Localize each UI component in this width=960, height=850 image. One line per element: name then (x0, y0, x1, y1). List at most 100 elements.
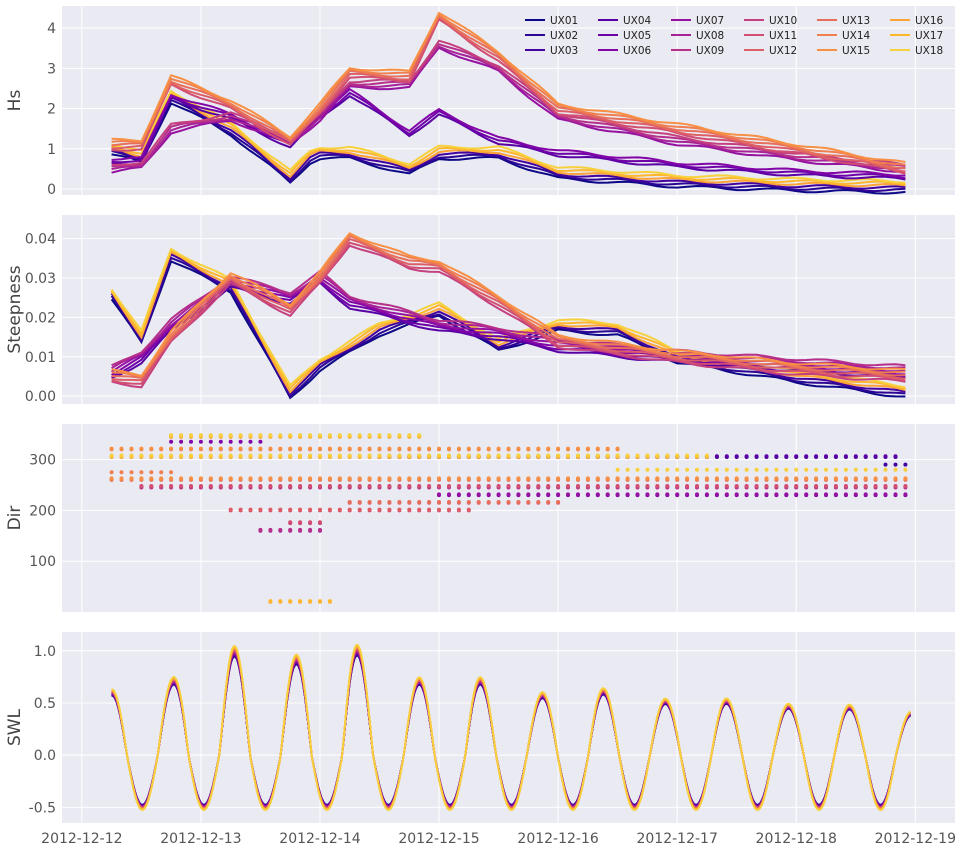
series-line-ux03 (110, 252, 906, 397)
dir-point-ux15 (744, 476, 749, 481)
legend-label-ux11: UX11 (769, 30, 797, 42)
dir-point-ux18 (476, 453, 481, 458)
dir-point-ux13 (496, 500, 501, 504)
dir-point-ux15 (506, 476, 511, 481)
dir-point-ux18 (466, 453, 471, 458)
dir-point-ux18 (744, 467, 749, 472)
dir-point-ux18 (526, 453, 531, 458)
plot-area-dir (62, 424, 955, 612)
dir-point-ux07 (536, 492, 541, 497)
dir-point-ux18 (645, 453, 650, 458)
dir-point-ux12 (298, 507, 303, 512)
y-axis-label: Dir (5, 506, 25, 531)
dir-point-ux18 (764, 467, 769, 472)
dir-point-ux15 (655, 476, 660, 481)
dir-point-ux18 (536, 453, 541, 458)
dir-point-ux11 (407, 484, 412, 488)
dir-point-ux18 (833, 467, 838, 472)
dir-point-ux11 (169, 484, 174, 488)
dir-point-ux13 (486, 500, 491, 504)
dir-point-ux18 (685, 453, 690, 458)
dir-point-ux07 (526, 492, 531, 497)
dir-point-ux15 (526, 446, 531, 451)
dir-point-ux18 (189, 453, 193, 458)
dir-point-ux07 (466, 492, 471, 497)
dir-point-ux12 (327, 507, 332, 512)
dir-point-ux15 (218, 446, 223, 451)
dir-point-ux18 (447, 453, 451, 458)
dir-point-ux15 (427, 476, 432, 481)
dir-point-ux11 (516, 484, 521, 488)
dir-point-ux09 (308, 527, 313, 532)
dir-point-ux15 (377, 476, 382, 481)
dir-point-ux18 (695, 453, 699, 458)
dir-point-ux15 (516, 476, 521, 481)
dir-point-ux18 (268, 433, 273, 438)
dir-point-ux07 (754, 492, 759, 497)
dir-point-ux15 (159, 446, 164, 451)
dir-point-ux11 (824, 484, 828, 488)
dir-point-ux15 (724, 476, 729, 481)
dir-point-ux07 (486, 492, 491, 497)
dir-point-ux12 (357, 507, 362, 512)
dir-point-ux15 (774, 476, 779, 481)
dir-point-ux18 (377, 453, 382, 458)
dir-point-ux11 (605, 484, 610, 488)
dir-point-ux18 (724, 467, 729, 472)
dir-point-ux07 (556, 492, 561, 497)
dir-point-ux07 (833, 492, 838, 497)
dir-point-ux07 (744, 492, 749, 497)
dir-point-ux18 (208, 453, 213, 458)
dir-point-ux14 (129, 470, 134, 475)
dir-point-ux18 (456, 453, 461, 458)
dir-point-ux15 (585, 446, 590, 451)
dir-point-ux15 (566, 446, 570, 451)
dir-point-ux18 (595, 453, 600, 458)
dir-point-ux18 (685, 467, 690, 472)
dir-point-ux07 (695, 492, 699, 497)
dir-point-ux15 (397, 476, 402, 481)
dir-point-ux13 (397, 500, 402, 504)
dir-point-ux15 (556, 446, 561, 451)
dir-point-ux11 (595, 484, 600, 488)
dir-point-ux11 (645, 484, 650, 488)
dir-point-ux12 (437, 507, 441, 512)
dir-point-ux11 (208, 484, 213, 488)
series-line-ux15 (111, 11, 906, 163)
dir-point-ux15 (347, 446, 352, 451)
dir-point-ux07 (625, 492, 630, 497)
x-tick-label: 2012-12-15 (398, 831, 479, 847)
dir-point-ux11 (685, 484, 690, 488)
dir-point-ux13 (516, 500, 521, 504)
dir-point-ux18 (179, 433, 184, 438)
dir-point-ux07 (704, 492, 709, 497)
dir-point-ux15 (585, 476, 590, 481)
dir-point-ux13 (437, 500, 441, 504)
dir-point-ux18 (665, 453, 670, 458)
dir-point-ux15 (824, 476, 828, 481)
dir-point-ux15 (208, 476, 213, 481)
dir-point-ux18 (169, 433, 174, 438)
dir-point-ux15 (486, 446, 491, 451)
dir-point-ux11 (347, 484, 352, 488)
dir-point-ux18 (139, 453, 144, 458)
dir-point-ux18 (556, 453, 561, 458)
dir-point-ux15 (605, 446, 610, 451)
y-tick-label: 4 (47, 21, 56, 37)
dir-point-ux11 (298, 520, 303, 525)
legend-label-ux04: UX04 (623, 15, 652, 27)
dir-point-ux18 (258, 433, 263, 438)
dir-point-ux03 (883, 462, 888, 467)
y-tick-label: 200 (29, 503, 56, 519)
y-tick-label: 0.02 (25, 310, 56, 326)
dir-point-ux07 (794, 492, 799, 497)
dir-point-ux14 (109, 470, 114, 475)
dir-point-ux15 (566, 476, 570, 481)
dir-point-ux14 (139, 470, 144, 475)
dir-point-ux18 (357, 453, 362, 458)
dir-point-ux11 (268, 484, 273, 488)
dir-point-ux11 (734, 484, 739, 488)
dir-point-ux18 (655, 453, 660, 458)
series-line-ux15 (111, 232, 906, 378)
